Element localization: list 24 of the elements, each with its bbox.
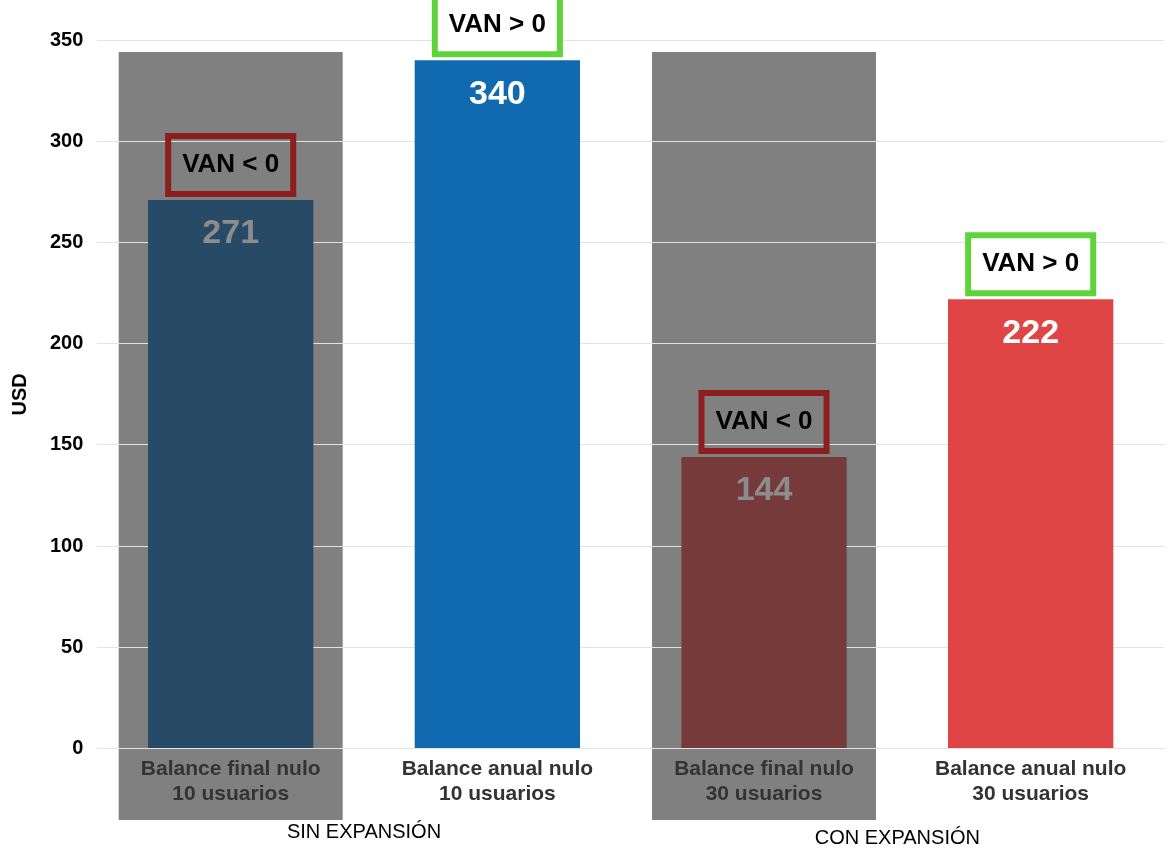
y-tick-label: 250 xyxy=(49,229,84,252)
annotation: VAN > 0 xyxy=(448,8,546,39)
y-tick-label: 50 xyxy=(61,634,84,657)
data-label: 271 xyxy=(202,212,260,251)
annotation: VAN > 0 xyxy=(982,247,1080,278)
y-axis-title: USD xyxy=(7,373,30,416)
y-tick-label: 350 xyxy=(49,27,84,50)
annotation: VAN < 0 xyxy=(715,405,813,436)
bar xyxy=(681,457,847,749)
y-tick-label: 150 xyxy=(49,432,84,455)
y-tick-label: 100 xyxy=(49,533,84,556)
y-tick-label: 200 xyxy=(49,331,84,354)
text: SIN EXPANSIÓN xyxy=(286,819,442,842)
annotation: VAN < 0 xyxy=(182,148,280,179)
x-tick-label: Balance anual nulo 30 usuarios xyxy=(934,756,1127,805)
y-tick-label: 0 xyxy=(72,736,84,759)
text: CON EXPANSIÓN xyxy=(814,825,980,848)
x-tick-label: Balance final nulo 10 usuarios xyxy=(140,756,321,805)
y-tick-label: 300 xyxy=(49,128,84,151)
x-tick-label: Balance final nulo 30 usuarios xyxy=(674,756,854,805)
x-tick-label: Balance anual nulo 10 usuarios xyxy=(401,756,594,805)
data-label: 144 xyxy=(735,469,793,508)
data-label: 340 xyxy=(468,72,526,111)
data-label: 222 xyxy=(1002,311,1060,350)
